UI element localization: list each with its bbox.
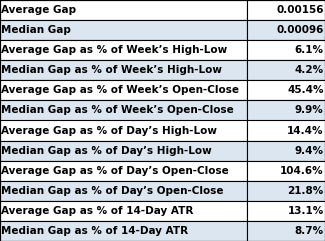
Text: 45.4%: 45.4% — [287, 85, 324, 95]
Bar — [0, 0, 247, 20]
Bar — [247, 141, 325, 161]
Bar — [0, 100, 247, 120]
Text: Median Gap: Median Gap — [1, 25, 71, 35]
Bar — [0, 141, 247, 161]
Bar — [0, 201, 247, 221]
Bar — [0, 60, 247, 80]
Bar — [0, 80, 247, 100]
Bar — [247, 201, 325, 221]
Bar — [0, 40, 247, 60]
Text: 13.1%: 13.1% — [287, 206, 324, 216]
Bar — [247, 60, 325, 80]
Text: 8.7%: 8.7% — [294, 226, 324, 236]
Text: Median Gap as % of Day’s High-Low: Median Gap as % of Day’s High-Low — [1, 146, 212, 156]
Text: Average Gap as % of Day’s High-Low: Average Gap as % of Day’s High-Low — [1, 126, 217, 135]
Text: 4.2%: 4.2% — [294, 65, 324, 75]
Text: 104.6%: 104.6% — [280, 166, 324, 176]
Text: Average Gap as % of Day’s Open-Close: Average Gap as % of Day’s Open-Close — [1, 166, 229, 176]
Text: Average Gap as % of Week’s High-Low: Average Gap as % of Week’s High-Low — [1, 45, 228, 55]
Bar — [0, 120, 247, 141]
Text: Average Gap as % of 14-Day ATR: Average Gap as % of 14-Day ATR — [1, 206, 194, 216]
Bar — [0, 161, 247, 181]
Text: 14.4%: 14.4% — [287, 126, 324, 135]
Text: Median Gap as % of Day’s Open-Close: Median Gap as % of Day’s Open-Close — [1, 186, 224, 196]
Bar — [0, 20, 247, 40]
Bar — [0, 181, 247, 201]
Text: Average Gap as % of Week’s Open-Close: Average Gap as % of Week’s Open-Close — [1, 85, 239, 95]
Bar — [247, 221, 325, 241]
Bar — [247, 161, 325, 181]
Text: 21.8%: 21.8% — [287, 186, 324, 196]
Text: Median Gap as % of Week’s High-Low: Median Gap as % of Week’s High-Low — [1, 65, 222, 75]
Bar — [247, 20, 325, 40]
Bar — [247, 100, 325, 120]
Text: 9.4%: 9.4% — [295, 146, 324, 156]
Bar — [247, 0, 325, 20]
Bar — [247, 40, 325, 60]
Text: 0.00156: 0.00156 — [276, 5, 324, 15]
Text: 0.00096: 0.00096 — [276, 25, 324, 35]
Bar — [247, 120, 325, 141]
Text: 6.1%: 6.1% — [295, 45, 324, 55]
Bar — [247, 181, 325, 201]
Bar — [247, 80, 325, 100]
Text: Median Gap as % of Week’s Open-Close: Median Gap as % of Week’s Open-Close — [1, 106, 234, 115]
Text: Average Gap: Average Gap — [1, 5, 76, 15]
Text: 9.9%: 9.9% — [295, 106, 324, 115]
Bar — [0, 221, 247, 241]
Text: Median Gap as % of 14-Day ATR: Median Gap as % of 14-Day ATR — [1, 226, 188, 236]
